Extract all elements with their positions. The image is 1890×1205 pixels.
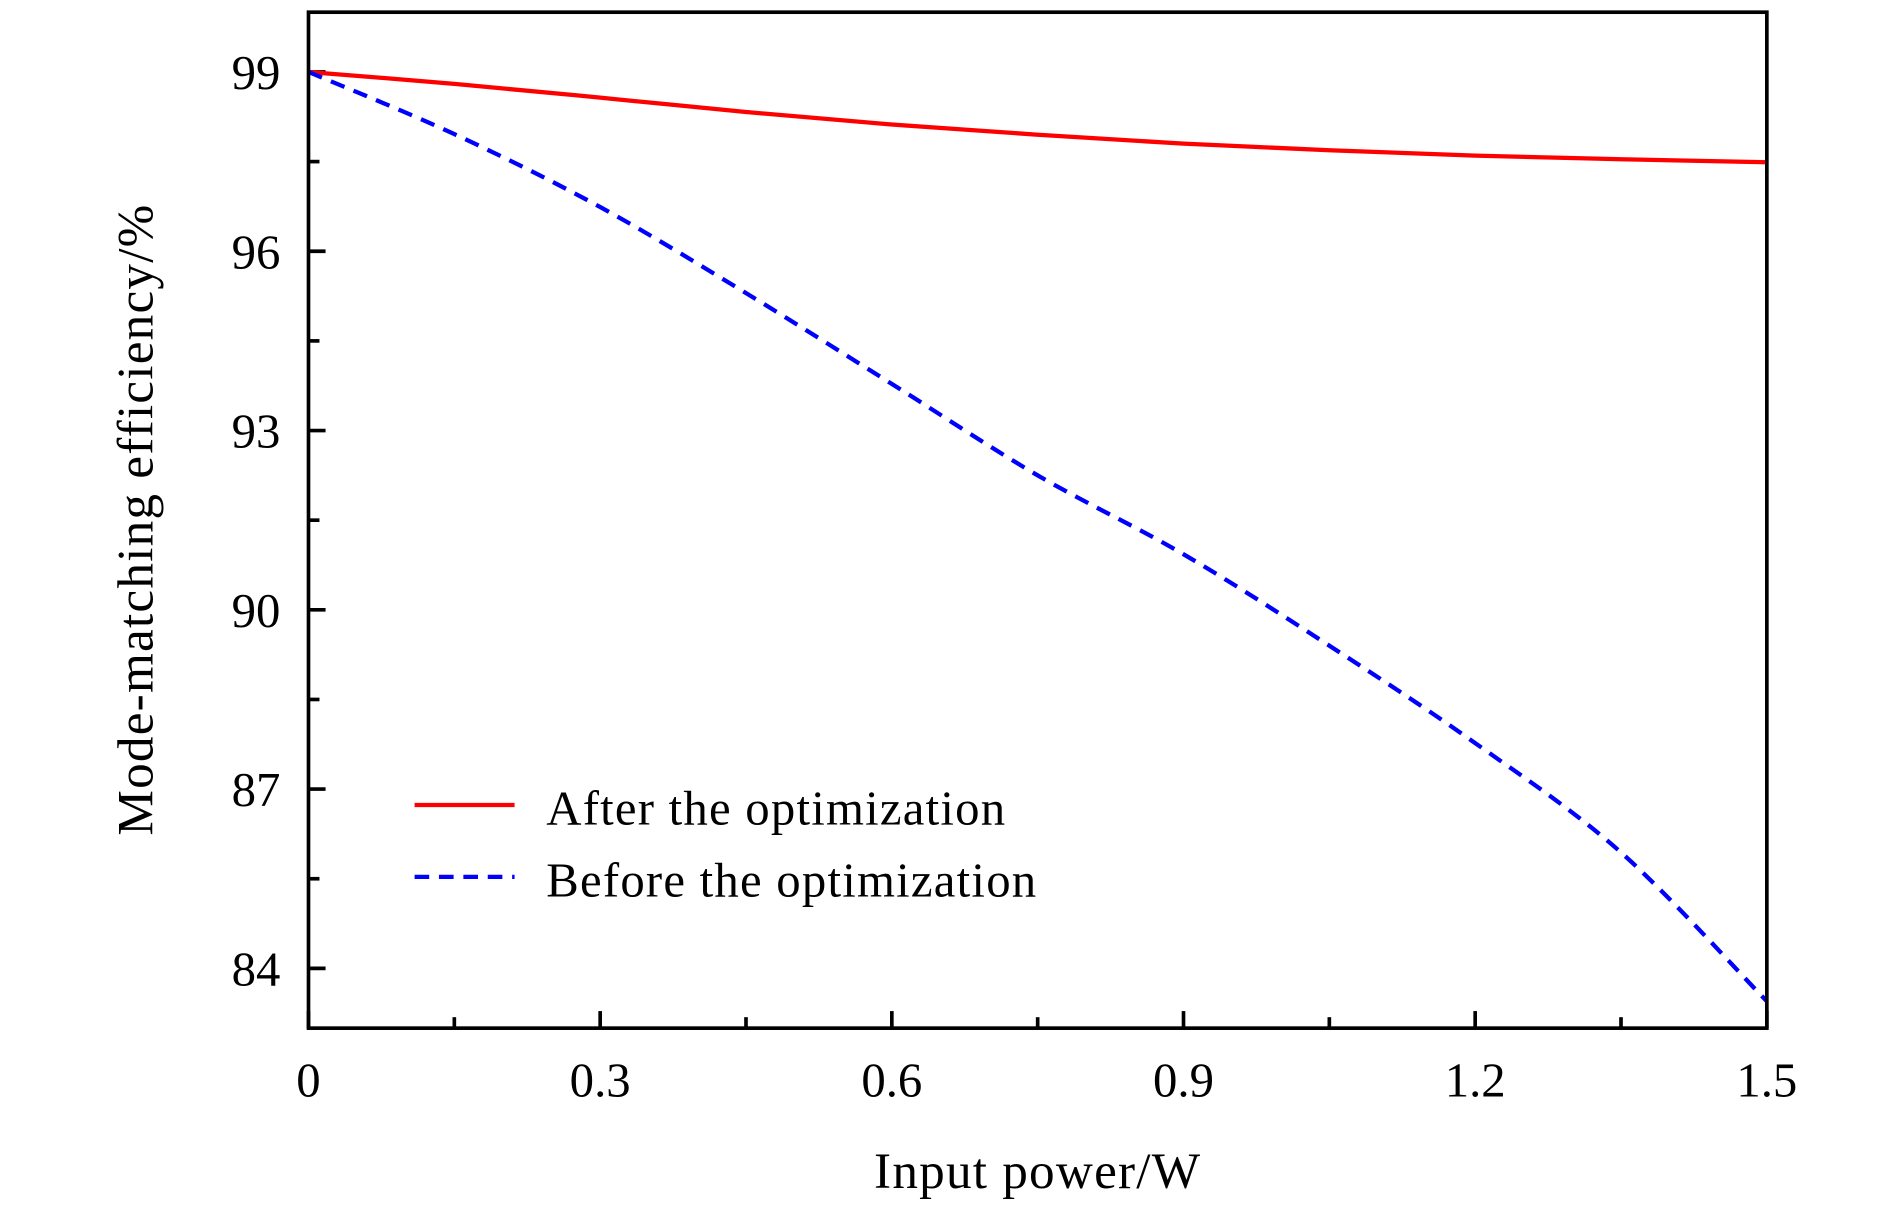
series-lines (307, 69, 1769, 1003)
legend: After the optimization Before the optimi… (414, 781, 1037, 907)
y-axis-label: Mode-matching efficiency/% (107, 203, 164, 835)
legend-label-before: Before the optimization (546, 853, 1037, 907)
x-tick-label: 0 (296, 1053, 320, 1107)
y-tick-label: 84 (232, 942, 281, 996)
y-tick-labels: 84 87 90 93 96 99 (232, 46, 281, 996)
x-tick-labels: 0 0.3 0.6 0.9 1.2 1.5 (296, 1053, 1797, 1107)
axis-ticks (306, 70, 1769, 1029)
y-tick-label: 93 (232, 405, 281, 459)
series-line-after (308, 69, 1767, 165)
x-tick-label: 1.5 (1736, 1053, 1797, 1107)
y-tick-label: 99 (232, 46, 281, 100)
legend-label-after: After the optimization (546, 781, 1006, 835)
y-tick-label: 96 (232, 225, 281, 279)
x-tick-label: 0.6 (861, 1053, 922, 1107)
y-tick-label: 90 (232, 584, 281, 638)
x-tick-label: 0.3 (570, 1053, 631, 1107)
x-tick-label: 1.2 (1445, 1053, 1506, 1107)
series-line-before (307, 69, 1769, 1003)
x-axis-label: Input power/W (874, 1143, 1201, 1200)
y-tick-label: 87 (232, 763, 281, 817)
x-tick-label: 0.9 (1153, 1053, 1214, 1107)
plot-frame (306, 10, 1769, 1030)
